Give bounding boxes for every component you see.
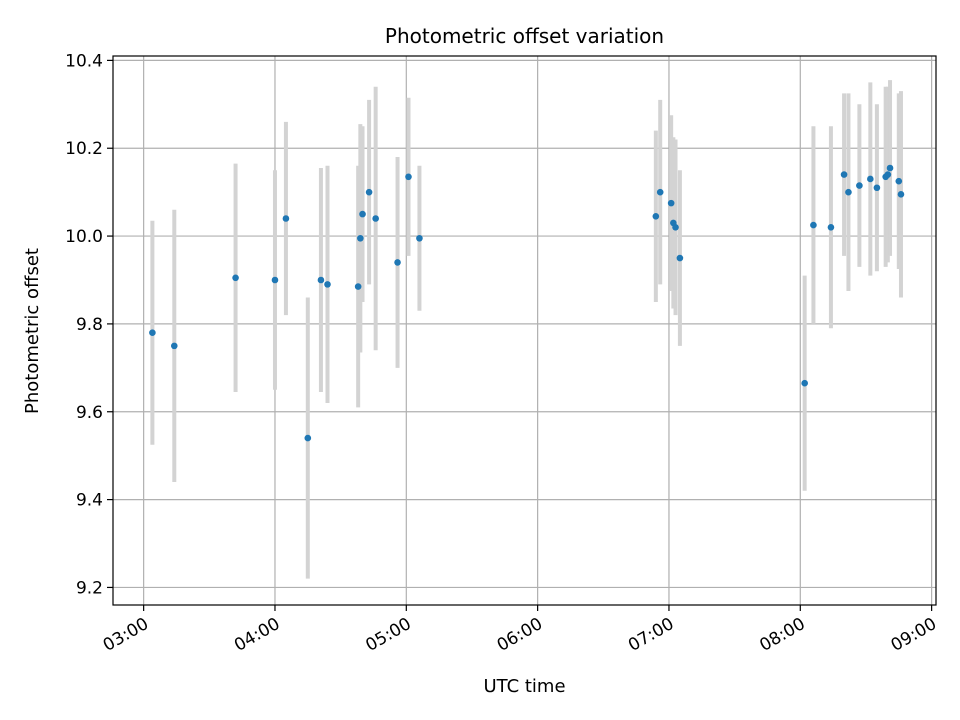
data-point xyxy=(801,379,808,387)
y-axis-label: Photometric offset xyxy=(22,248,43,414)
plot-frame xyxy=(112,55,937,606)
data-point xyxy=(884,171,892,178)
data-point xyxy=(149,329,156,336)
data-point xyxy=(840,171,848,178)
data-point xyxy=(873,184,881,192)
data-point xyxy=(365,188,373,196)
data-point xyxy=(271,276,279,284)
data-point xyxy=(656,188,664,196)
data-point xyxy=(667,199,675,207)
chart-title: Photometric offset variation xyxy=(385,24,664,48)
data-point xyxy=(394,259,401,266)
data-point xyxy=(324,281,331,288)
x-axis-label: UTC time xyxy=(483,676,565,697)
y-tick-label: 10.0 xyxy=(65,227,103,247)
y-tick-label: 10.2 xyxy=(65,139,103,159)
data-point xyxy=(845,188,852,196)
data-point xyxy=(867,175,874,183)
data-point xyxy=(405,173,412,181)
data-point xyxy=(170,342,178,350)
data-point xyxy=(359,210,366,218)
data-point xyxy=(827,223,835,231)
y-tick-label: 10.4 xyxy=(65,51,103,71)
data-point xyxy=(810,221,817,229)
y-tick-label: 9.2 xyxy=(76,578,103,598)
y-axis-ticks: 9.2 9.4 9.6 9.8 10.0 10.2 10.4 xyxy=(65,51,113,598)
y-tick-label: 9.6 xyxy=(76,403,103,423)
y-tick-label: 9.4 xyxy=(76,491,103,511)
data-point xyxy=(354,283,362,290)
data-point xyxy=(856,182,863,189)
data-points xyxy=(149,164,905,442)
data-point xyxy=(895,177,903,185)
data-point xyxy=(357,234,364,242)
data-point xyxy=(232,274,239,282)
data-point xyxy=(304,434,312,442)
data-point xyxy=(897,191,905,198)
data-point xyxy=(672,223,679,231)
data-point xyxy=(886,164,894,172)
data-point xyxy=(372,215,379,222)
data-point xyxy=(652,213,660,220)
data-point xyxy=(416,234,423,242)
data-point xyxy=(676,254,684,262)
grid-lines xyxy=(113,56,936,605)
data-point xyxy=(282,215,290,222)
data-point xyxy=(317,276,325,284)
y-tick-label: 9.8 xyxy=(76,315,103,335)
